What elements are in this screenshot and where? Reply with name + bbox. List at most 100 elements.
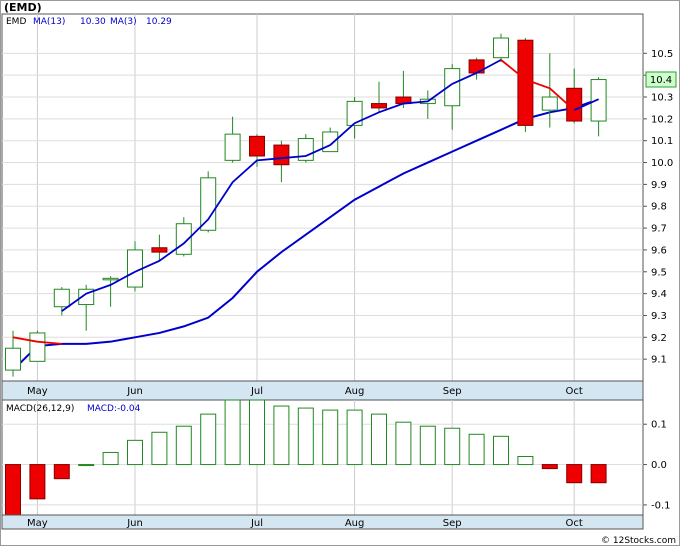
- price-tick-label-0: 9.1: [651, 355, 667, 366]
- candle-body-20: [493, 37, 509, 59]
- ma3-segment-0: [12, 336, 62, 345]
- price-tick-label-5: 9.6: [651, 245, 667, 256]
- x-axis-labels-top: May Jun Jul Aug Sep Oct: [27, 386, 583, 397]
- macd-bar-2: [53, 464, 70, 480]
- candle-body-11: [273, 144, 290, 166]
- macd-axis: -0.1 0.0 0.1: [643, 420, 671, 511]
- macd-bar-3: [78, 464, 95, 467]
- macd-bar-10: [249, 399, 265, 466]
- legend-symbol: EMD: [6, 17, 26, 27]
- legend-ma13-value: 10.30: [80, 17, 106, 27]
- macd-bar-15: [371, 413, 387, 466]
- legend-ma13-label: MA(13): [33, 17, 65, 27]
- last-price-tag: 10.4: [645, 71, 677, 88]
- price-tick-label-8: 9.9: [651, 180, 667, 191]
- candle-body-24: [590, 79, 607, 122]
- ma3-line: [12, 59, 599, 345]
- price-tick-label-1: 9.2: [651, 333, 667, 344]
- x-label-top-2: Jul: [250, 386, 263, 397]
- ma13-line: [12, 98, 599, 371]
- price-tick-label-12: 10.3: [651, 93, 673, 104]
- price-legend: EMD MA(13) 10.30 MA(3) 10.29: [6, 17, 172, 27]
- price-tick-label-11: 10.2: [651, 114, 673, 125]
- legend-ma3-label: MA(3): [110, 17, 137, 27]
- macd-bar-13: [322, 409, 339, 466]
- ma3-segment-3: [573, 98, 599, 111]
- price-tick-label-4: 9.5: [651, 267, 667, 278]
- candle-body-0: [5, 347, 21, 371]
- x-label-top-0: May: [27, 386, 48, 397]
- macd-bar-17: [419, 425, 436, 466]
- macd-bar-4: [102, 451, 119, 466]
- macd-bar-24: [590, 464, 607, 484]
- x-label-top-1: Jun: [126, 386, 143, 397]
- macd-tick-label-2: 0.1: [651, 420, 667, 431]
- macd-bar-23: [566, 464, 583, 484]
- macd-bar-8: [200, 413, 217, 466]
- x-label-bottom-2: Jul: [250, 518, 263, 529]
- candle-body-9: [224, 133, 241, 161]
- macd-bar-18: [444, 427, 461, 466]
- macd-bar-22: [541, 464, 558, 470]
- macd-bar-7: [175, 425, 192, 466]
- price-tick-label-10: 10.1: [651, 136, 673, 147]
- candle-body-13: [322, 131, 339, 153]
- last-price-box: [645, 71, 677, 88]
- price-panel: [1, 13, 644, 382]
- ma3-segment-2: [500, 59, 575, 111]
- candle-body-8: [200, 177, 217, 231]
- candle-body-14: [346, 100, 363, 126]
- macd-bar-11: [273, 405, 290, 466]
- candle-body-2: [53, 288, 70, 308]
- candle-body-23: [566, 87, 583, 122]
- macd-bar-20: [493, 435, 509, 466]
- candle-body-21: [517, 39, 534, 126]
- macd-tick-label-0: -0.1: [651, 500, 671, 511]
- candle-body-22: [541, 96, 558, 111]
- date-band-top: [1, 380, 644, 401]
- copyright-footer: © 12Stocks.com: [601, 536, 676, 546]
- macd-bar-12: [297, 407, 314, 466]
- ma13-polyline: [12, 98, 599, 371]
- candle-body-6: [151, 247, 168, 253]
- x-label-top-3: Aug: [345, 386, 365, 397]
- macd-bar-16: [395, 421, 412, 466]
- price-grid: [2, 14, 643, 381]
- date-band-bottom: [1, 514, 644, 530]
- candle-body-18: [444, 68, 461, 107]
- x-label-bottom-1: Jun: [126, 518, 143, 529]
- price-tick-label-2: 9.3: [651, 311, 667, 322]
- macd-bar-1: [29, 464, 46, 500]
- price-tick-label-7: 9.8: [651, 202, 667, 213]
- x-label-top-4: Sep: [443, 386, 462, 397]
- x-axis-labels-bottom: May Jun Jul Aug Sep Oct: [27, 518, 583, 529]
- price-tick-label-6: 9.7: [651, 224, 667, 235]
- price-tick-label-9: 10.0: [651, 158, 673, 169]
- macd-value-label: MACD:-0.04: [87, 404, 141, 414]
- macd-bar-6: [151, 431, 168, 466]
- macd-bar-9: [224, 399, 241, 466]
- macd-bar-14: [346, 409, 363, 466]
- symbol-title: (EMD): [4, 1, 42, 14]
- price-tick-label-14: 10.5: [651, 49, 673, 60]
- macd-bar-5: [127, 439, 143, 466]
- candle-body-4: [102, 277, 119, 281]
- price-tick-label-3: 9.4: [651, 289, 667, 300]
- x-label-bottom-5: Oct: [566, 518, 583, 529]
- x-label-bottom-3: Aug: [345, 518, 365, 529]
- candle-body-15: [371, 103, 387, 109]
- legend-ma3-value: 10.29: [146, 17, 172, 27]
- ma3-segment-1: [61, 59, 502, 312]
- macd-legend-label: MACD(26,12,9): [6, 404, 74, 414]
- x-label-bottom-4: Sep: [443, 518, 462, 529]
- candle-body-1: [29, 332, 46, 362]
- macd-bar-21: [517, 455, 534, 466]
- candle-body-10: [249, 135, 265, 157]
- last-price-label: 10.4: [650, 75, 672, 86]
- macd-tick-label-1: 0.0: [651, 460, 667, 471]
- macd-bar-0: [5, 464, 21, 516]
- x-label-top-5: Oct: [566, 386, 583, 397]
- macd-bar-19: [468, 433, 485, 466]
- macd-legend: MACD(26,12,9) MACD:-0.04: [6, 404, 141, 414]
